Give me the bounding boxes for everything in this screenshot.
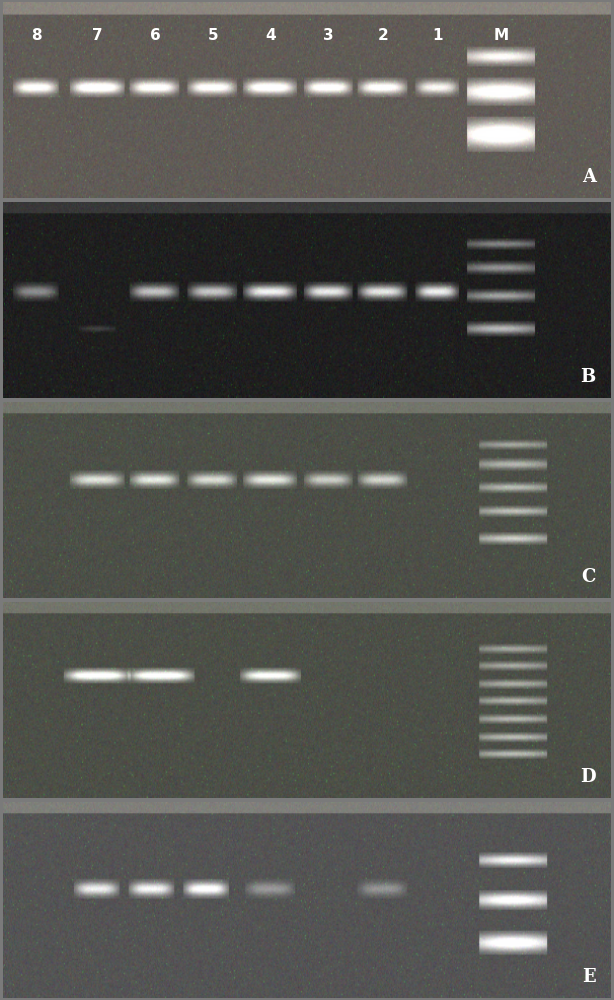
Text: E: E <box>582 968 596 986</box>
Text: C: C <box>581 568 596 586</box>
Text: M: M <box>494 28 509 43</box>
Text: 4: 4 <box>265 28 276 43</box>
Text: 5: 5 <box>208 28 218 43</box>
Text: A: A <box>581 168 596 186</box>
Text: 2: 2 <box>378 28 389 43</box>
Text: 1: 1 <box>432 28 443 43</box>
Text: 3: 3 <box>323 28 333 43</box>
Text: 8: 8 <box>31 28 42 43</box>
Text: B: B <box>580 368 596 386</box>
Text: 7: 7 <box>92 28 103 43</box>
Text: D: D <box>580 768 596 786</box>
Text: 6: 6 <box>150 28 160 43</box>
